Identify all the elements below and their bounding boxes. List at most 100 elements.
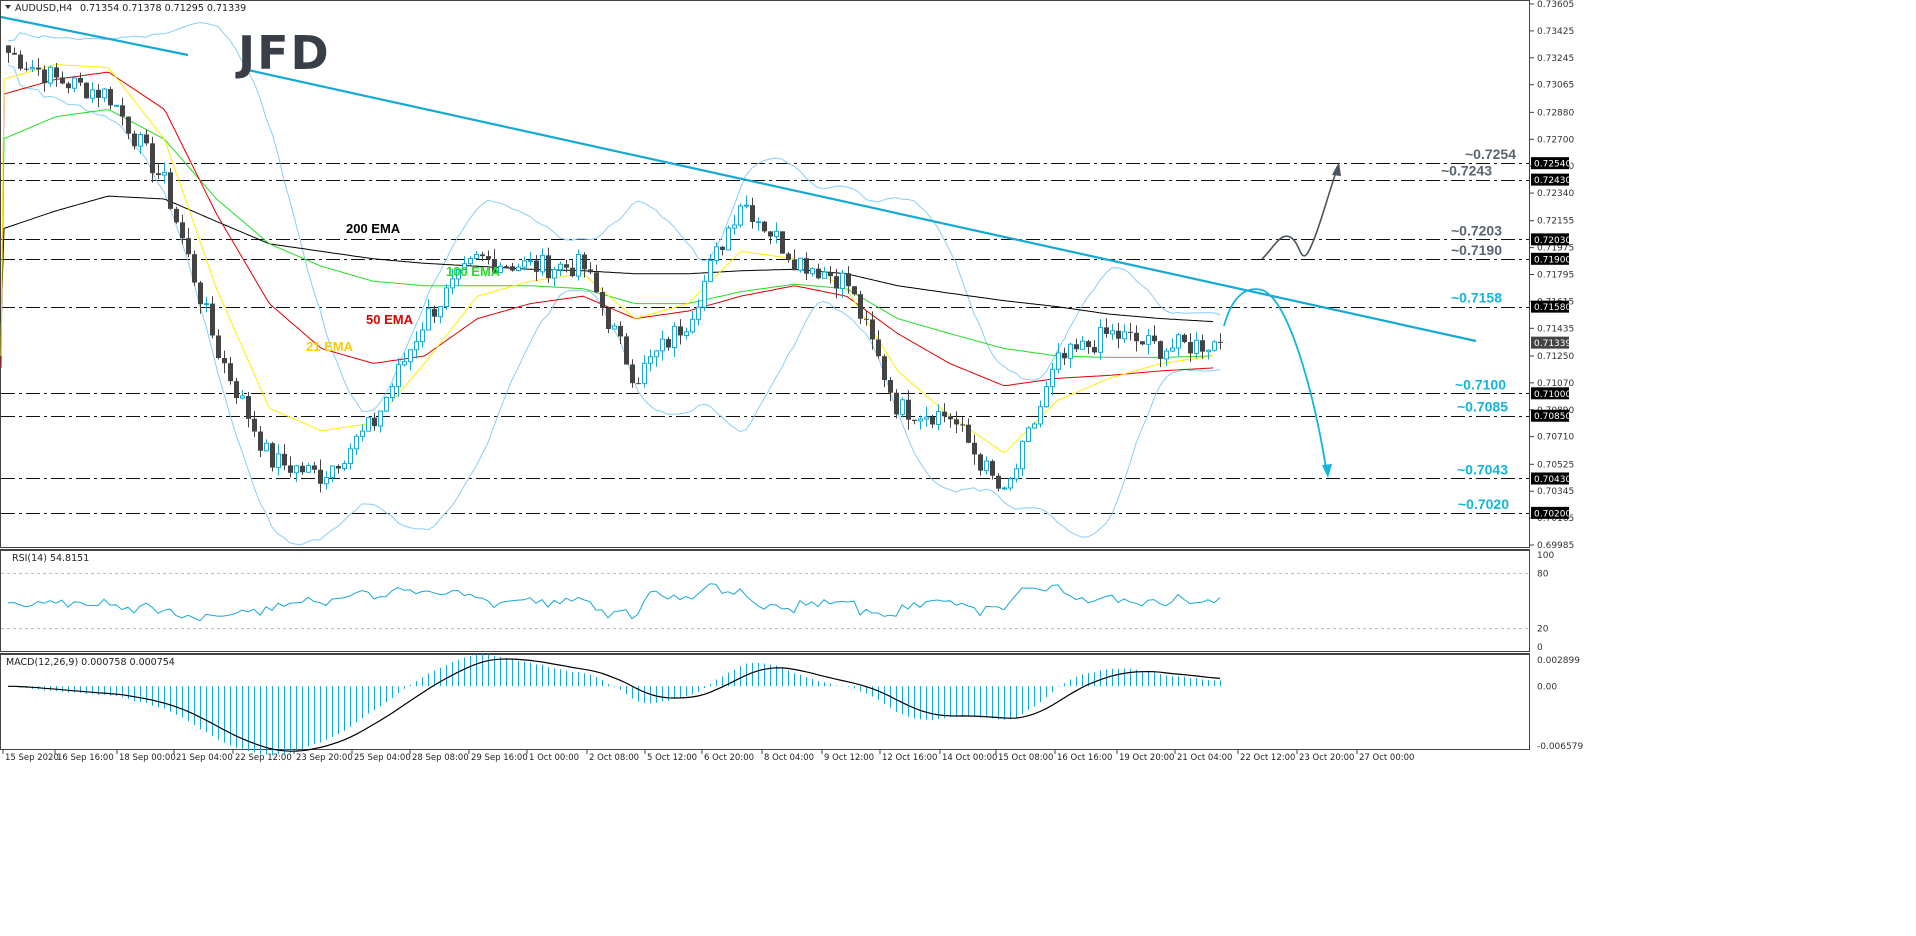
candle-bull xyxy=(444,287,449,308)
time-label: 12 Oct 16:00 xyxy=(882,753,937,763)
candle-bear xyxy=(318,469,323,484)
candle-bear xyxy=(18,54,23,69)
candle-bear xyxy=(546,255,551,279)
price-tick-label: 0.70525 xyxy=(1537,460,1574,470)
rsi-tick-label: 100 xyxy=(1537,551,1554,561)
level-annotation: ~0.7085 xyxy=(1457,399,1508,415)
candle-bear xyxy=(144,134,149,144)
candle-bear xyxy=(570,267,575,277)
candle-bull xyxy=(1050,368,1055,388)
candle-bull xyxy=(90,89,95,99)
candle-bull xyxy=(378,410,383,427)
price-tick-label: 0.72700 xyxy=(1537,135,1574,145)
level-annotation: ~0.7158 xyxy=(1451,290,1502,306)
candle-bear xyxy=(666,339,671,348)
candle-bull xyxy=(1014,468,1019,480)
candle-bear xyxy=(222,358,227,364)
candle-bull xyxy=(162,171,167,176)
candle-bull xyxy=(1080,340,1085,350)
candle-bear xyxy=(78,78,83,83)
level-price-tag-text: 0.71900 xyxy=(1534,255,1571,265)
candle-bull xyxy=(360,430,365,437)
candle-bear xyxy=(594,272,599,293)
ohlc-values: 0.71354 0.71378 0.71295 0.71339 xyxy=(80,3,246,14)
candle-bear xyxy=(816,268,821,279)
level-price-tag-text: 0.72430 xyxy=(1534,176,1571,186)
level-price-tag xyxy=(1531,233,1569,246)
candle-bear xyxy=(870,319,875,340)
candle-bear xyxy=(630,364,635,384)
candle-bear xyxy=(834,276,839,289)
candle-bull xyxy=(516,266,521,272)
candle-bear xyxy=(1104,327,1109,334)
candle-bear xyxy=(906,399,911,420)
candle-bull xyxy=(654,350,659,358)
candle-bull xyxy=(102,88,107,99)
candle-bear xyxy=(624,336,629,365)
candle-bull xyxy=(840,272,845,289)
candle-bear xyxy=(990,461,995,476)
current-price-tag xyxy=(1531,336,1569,349)
candle-bear xyxy=(486,256,491,260)
candle-bull xyxy=(1122,331,1127,340)
candle-bull xyxy=(918,418,923,422)
level-price-tag-text: 0.72030 xyxy=(1534,236,1571,246)
candle-bear xyxy=(588,269,593,273)
level-price-tag-text: 0.71000 xyxy=(1534,390,1571,400)
rsi-indicator: 100 80 20 0 xyxy=(1,551,1554,653)
bollinger-upper xyxy=(7,22,1221,412)
time-label: 22 Sep 12:00 xyxy=(235,753,292,763)
candle-bull xyxy=(642,362,647,384)
candle-bull xyxy=(774,230,779,237)
candle-bear xyxy=(768,231,773,237)
candle-bear xyxy=(270,443,275,468)
level-price-tag xyxy=(1531,252,1569,265)
candle-bear xyxy=(888,380,893,393)
chart-header: AUDUSD,H4 0.71354 0.71378 0.71295 0.7133… xyxy=(5,3,246,14)
candle-bear xyxy=(216,335,221,359)
candle-bull xyxy=(414,341,419,351)
candle-bear xyxy=(1062,352,1067,359)
candle-bear xyxy=(24,68,29,70)
time-label: 21 Oct 04:00 xyxy=(1177,753,1232,763)
price-axis[interactable]: 0.73605 0.73425 0.73245 0.73065 0.72880 0.727… xyxy=(1530,0,1574,551)
candle-bull xyxy=(330,465,335,478)
candle-bear xyxy=(600,292,605,308)
candle-bear xyxy=(132,133,137,147)
candle-bear xyxy=(564,264,569,268)
bearish-scenario-arrow xyxy=(1223,288,1327,469)
candle-bear xyxy=(504,266,509,268)
time-label: 28 Sep 08:00 xyxy=(412,753,469,763)
triangle-down-icon[interactable] xyxy=(5,5,11,9)
arrow-head-up-icon xyxy=(1332,162,1341,176)
candle-bear xyxy=(1074,344,1079,350)
candle-bear xyxy=(1092,347,1097,353)
candle-bull xyxy=(384,396,389,412)
trendline-segment[interactable] xyxy=(0,15,189,57)
rsi-line xyxy=(7,583,1221,622)
candle-bear xyxy=(198,282,203,305)
arrow-head-down-icon xyxy=(1322,464,1332,478)
level-price-tag xyxy=(1531,300,1569,313)
candle-bull xyxy=(408,349,413,363)
candle-bear xyxy=(336,465,341,469)
candle-bear xyxy=(582,254,587,270)
symbol-label: AUDUSD,H4 xyxy=(15,3,72,14)
candle-bear xyxy=(960,424,965,426)
candle-bull xyxy=(264,442,269,452)
level-price-tag-text: 0.71580 xyxy=(1534,303,1571,313)
candle-bear xyxy=(954,419,959,425)
candle-bull xyxy=(138,134,143,147)
time-label: 9 Oct 12:00 xyxy=(824,753,874,763)
candle-bear xyxy=(1140,341,1145,345)
candle-bull xyxy=(660,338,665,352)
ema-labels: 200 EMA 100 EMA 50 EMA 21 EMA xyxy=(306,221,501,354)
candle-bull xyxy=(474,253,479,260)
price-tick-label: 0.72880 xyxy=(1537,108,1574,118)
rsi-tick-label: 80 xyxy=(1537,569,1549,579)
candle-bull xyxy=(1212,341,1217,351)
level-annotations: ~0.7254~0.7243 ~0.7203 ~0.7190 ~0.7158 ~0.71… xyxy=(1441,146,1516,512)
candle-bear xyxy=(150,143,155,174)
